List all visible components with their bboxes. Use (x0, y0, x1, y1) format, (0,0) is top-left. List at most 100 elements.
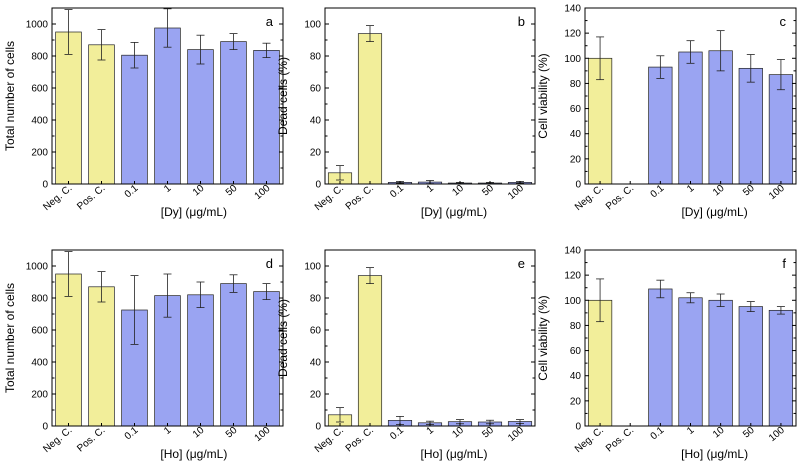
ytick-label-d-0: 0 (42, 422, 48, 433)
xtick-label-a-4: 10 (191, 183, 207, 199)
ytick-label-a-2: 400 (31, 116, 48, 127)
xtick-label-d-4: 10 (191, 425, 207, 441)
ytick-label-d-3: 600 (31, 326, 48, 337)
xtick-label-c-5: 50 (741, 183, 757, 199)
ytick-label-a-4: 800 (31, 52, 48, 63)
xtick-label-a-1: Pos. C. (75, 183, 107, 213)
ytick-label-a-5: 1000 (26, 20, 49, 31)
xtick-label-b-6: 100 (506, 183, 526, 202)
error-bar-c-0 (596, 36, 605, 81)
error-bar-b-0 (336, 165, 344, 181)
error-bar-c-2 (656, 55, 665, 79)
xtick-label-f-2: 0.1 (649, 425, 667, 443)
panel-label-e: e (518, 256, 525, 271)
ytick-label-b-3: 60 (310, 84, 322, 95)
x-axis-title-f: [Ho] (μg/mL) (681, 447, 748, 461)
bar-d-0 (55, 273, 82, 427)
error-bar-d-6 (262, 283, 271, 301)
bar-c-5 (738, 67, 763, 185)
error-bar-d-5 (229, 274, 238, 293)
ytick-label-f-2: 40 (570, 371, 582, 382)
error-bar-d-3 (163, 273, 172, 318)
ytick-label-f-3: 60 (570, 346, 582, 357)
ytick-label-d-2: 400 (31, 358, 48, 369)
panel-label-b: b (518, 14, 525, 29)
x-axis-title-e: [Ho] (μg/mL) (421, 447, 488, 461)
xtick-label-c-6: 100 (767, 183, 787, 202)
xtick-label-c-3: 1 (685, 183, 697, 195)
error-bar-a-1 (97, 29, 106, 61)
xtick-label-b-1: Pos. C. (344, 183, 376, 213)
error-bar-a-6 (262, 42, 271, 58)
panel-label-f: f (782, 256, 786, 271)
ytick-label-c-5: 100 (564, 54, 581, 65)
xtick-label-c-1: Pos. C. (604, 183, 636, 213)
ytick-label-f-4: 80 (570, 321, 582, 332)
error-bar-c-3 (686, 40, 695, 64)
x-axis-title-b: [Dy] (μg/mL) (421, 205, 487, 219)
xtick-label-e-1: Pos. C. (344, 425, 376, 455)
xtick-label-f-4: 10 (711, 425, 727, 441)
xtick-label-d-2: 0.1 (123, 425, 141, 443)
xtick-label-a-2: 0.1 (123, 183, 141, 201)
ytick-label-f-5: 100 (564, 296, 581, 307)
bar-f-5 (738, 306, 763, 427)
ytick-label-d-1: 200 (31, 390, 48, 401)
error-bar-b-1 (366, 25, 374, 42)
error-bar-f-0 (596, 278, 605, 323)
xtick-label-e-4: 10 (450, 425, 466, 441)
error-bar-f-3 (686, 292, 695, 304)
error-bar-d-0 (64, 251, 73, 297)
y-axis-title-d: Total number of cells (3, 283, 17, 393)
ytick-label-b-1: 20 (310, 148, 322, 159)
ytick-label-a-3: 600 (31, 84, 48, 95)
ytick-label-b-4: 80 (310, 52, 322, 63)
bar-a-5 (220, 41, 247, 185)
panel-label-c: c (780, 14, 787, 29)
error-bar-f-4 (716, 293, 725, 307)
panel-label-a: a (266, 14, 274, 29)
x-axis-title-d: [Ho] (μg/mL) (160, 447, 227, 461)
xtick-label-f-6: 100 (767, 425, 787, 444)
ytick-label-e-3: 60 (310, 326, 322, 337)
xtick-label-a-5: 50 (224, 183, 240, 199)
plot-frame-b (324, 7, 536, 185)
xtick-label-f-1: Pos. C. (604, 425, 636, 455)
bar-f-3 (678, 297, 703, 427)
bar-a-0 (55, 31, 82, 185)
bar-d-4 (187, 294, 214, 427)
bar-a-2 (121, 54, 148, 185)
bar-a-3 (154, 27, 181, 185)
error-bar-d-4 (196, 281, 205, 309)
y-axis-title-a: Total number of cells (3, 41, 17, 151)
bar-d-1 (88, 286, 115, 427)
bar-e-1 (357, 275, 383, 427)
y-axis-title-c: Cell viability (%) (536, 53, 550, 138)
ytick-label-c-3: 60 (570, 104, 582, 115)
error-bar-e-0 (336, 407, 344, 423)
x-axis-title-a: [Dy] (μg/mL) (161, 205, 227, 219)
bar-d-5 (220, 283, 247, 427)
x-axis-title-c: [Dy] (μg/mL) (681, 205, 747, 219)
y-axis-title-b: Dead cells (%) (276, 57, 290, 135)
ytick-label-d-4: 800 (31, 294, 48, 305)
xtick-label-e-2: 0.1 (388, 425, 406, 443)
ytick-label-f-6: 120 (564, 271, 581, 282)
ytick-label-f-0: 0 (575, 422, 581, 433)
error-bar-f-5 (746, 301, 755, 313)
ytick-label-f-1: 20 (570, 396, 582, 407)
panel-label-d: d (266, 256, 273, 271)
y-axis-title-e: Dead cells (%) (276, 299, 290, 377)
ytick-label-e-4: 80 (310, 294, 322, 305)
error-bar-a-3 (163, 8, 172, 48)
error-bar-a-5 (229, 33, 238, 50)
ytick-label-c-4: 80 (570, 79, 582, 90)
bar-f-2 (648, 288, 673, 427)
ytick-label-b-0: 0 (315, 180, 321, 191)
error-bar-e-1 (366, 267, 374, 285)
bar-f-4 (708, 299, 733, 427)
xtick-label-a-3: 1 (162, 183, 174, 195)
xtick-label-b-2: 0.1 (388, 183, 406, 201)
